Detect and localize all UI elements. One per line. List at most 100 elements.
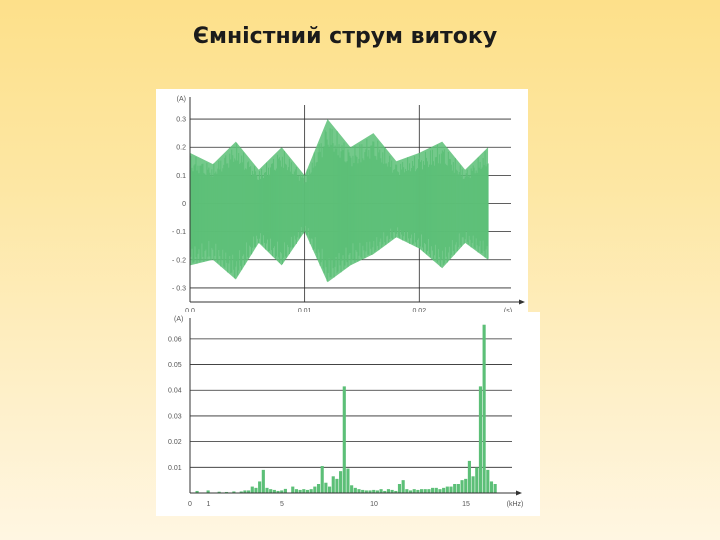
spectrum-bar	[372, 489, 376, 493]
spectrum-bar	[342, 386, 346, 493]
spectrum-bar	[475, 467, 479, 493]
spectrum-bar	[224, 491, 229, 493]
spectrum-bar	[449, 486, 453, 493]
y-tick-label: 0.02	[168, 439, 182, 446]
spectrum-bar	[276, 490, 280, 493]
spectrum-bar	[401, 480, 405, 493]
spectrum-bar	[316, 484, 321, 493]
x-tick-label: 0.02	[412, 308, 426, 313]
spectrum-bar	[324, 482, 328, 493]
spectrum-bar	[283, 488, 287, 493]
spectrum-bar	[471, 476, 475, 493]
x-unit-label: (s)	[504, 308, 512, 313]
spectrum-bar	[339, 471, 343, 493]
y-tick-label: - 0.2	[172, 257, 186, 264]
spectrum-bar	[456, 484, 460, 493]
spectrum-bar	[379, 489, 383, 493]
spectrum-bar	[390, 489, 394, 493]
spectrum-bar	[254, 487, 258, 493]
spectrum-bar	[269, 489, 273, 493]
spectrum-bar	[313, 486, 317, 493]
spectrum-bar	[243, 490, 247, 493]
spectrum-bar	[346, 468, 350, 493]
spectrum-bar	[309, 489, 313, 493]
spectrum-bar	[460, 480, 464, 493]
y-tick-label: - 0.1	[172, 229, 186, 236]
spectrum-bar	[364, 490, 368, 493]
x-tick-label: 15	[462, 501, 470, 508]
spectrum-bar	[357, 489, 361, 493]
y-tick-label: 0.3	[176, 117, 186, 124]
spectrum-bar	[482, 324, 486, 493]
x-tick-label: 10	[370, 501, 378, 508]
spectrum-bar	[280, 490, 284, 493]
spectrum-bar	[261, 469, 265, 493]
spectrum-chart-panel: 0.01 0.02 0.03 0.04 0.05 0.06 (A) (kHz) 0 1 5 10 15	[156, 312, 540, 516]
x-axis-arrow	[519, 299, 525, 305]
spectrum-bar	[305, 489, 310, 493]
spectrum-bar	[335, 478, 339, 493]
spectrum-bar	[265, 487, 269, 493]
spectrum-bar	[294, 489, 299, 493]
x-tick-label: 5	[280, 501, 284, 508]
spectrum-bar	[434, 487, 438, 493]
spectrum-chart: 0.010.020.030.040.050.06(A)(kHz)0 1 5 10 15	[168, 316, 524, 508]
y-tick-label: 0.01	[168, 465, 182, 472]
spectrum-bar	[431, 487, 435, 493]
spectrum-bar	[383, 490, 387, 493]
x-tick-label: 1	[206, 501, 210, 508]
spectrum-bar	[464, 478, 468, 493]
time-domain-chart-panel: 0.3 0.2 0.1 0 - 0.1 - 0.2 - 0.3 (A) (s) 0.0 0.01 0.…	[156, 89, 528, 313]
y-unit-label: (A)	[174, 316, 183, 323]
spectrum-bar	[489, 481, 494, 493]
spectrum-bar	[328, 486, 332, 493]
slide-title: Ємністний струм витоку	[192, 24, 498, 49]
y-tick-label: 0.04	[168, 388, 182, 395]
spectrum-bar	[438, 489, 442, 493]
y-tick-label: - 0.3	[172, 285, 186, 292]
spectrum-bar	[320, 466, 324, 493]
y-tick-label: 0.1	[176, 173, 186, 180]
x-tick-label: 0	[188, 501, 192, 508]
spectrum-bar	[423, 489, 427, 493]
spectrum-bar	[493, 484, 497, 493]
spectrum-bar	[397, 484, 402, 493]
y-tick-label: 0.06	[168, 336, 182, 343]
spectrum-bar	[442, 487, 446, 493]
spectrum-bar	[445, 486, 449, 493]
spectrum-bar	[416, 489, 420, 493]
x-axis-arrow	[516, 490, 522, 496]
spectrum-bar	[467, 460, 471, 493]
spectrum-bar	[420, 489, 424, 493]
spectrum-bar	[368, 490, 372, 493]
spectrum-bar	[405, 489, 409, 493]
spectrum-bar	[195, 490, 199, 493]
y-tick-label: 0.05	[168, 362, 182, 369]
y-unit-label: (A)	[177, 96, 186, 103]
spectrum-bar	[247, 490, 251, 493]
spectrum-bar	[375, 490, 379, 493]
spectrum-bar	[478, 386, 483, 493]
spectrum-bar	[427, 489, 431, 493]
spectrum-bar	[250, 486, 254, 493]
y-tick-label: 0.03	[168, 413, 182, 420]
spectrum-bar	[239, 491, 243, 493]
spectrum-bar	[217, 491, 221, 493]
x-unit-label: (kHz)	[507, 501, 524, 508]
spectrum-bar	[232, 491, 236, 493]
spectrum-bar	[298, 489, 302, 493]
spectrum-bar	[361, 489, 365, 493]
spectrum-bar	[412, 489, 416, 493]
x-tick-label: 0.01	[298, 308, 312, 313]
spectrum-bar	[394, 490, 398, 493]
spectrum-bar	[453, 484, 457, 493]
spectrum-bar	[331, 476, 335, 493]
y-tick-label: 0	[182, 201, 186, 208]
spectrum-bar	[408, 490, 413, 493]
spectrum-bar	[302, 489, 306, 493]
spectrum-bar	[258, 481, 262, 493]
spectrum-bar	[291, 486, 295, 493]
spectrum-bar	[350, 485, 354, 493]
time-domain-chart: 0.3 0.2 0.1 0 - 0.1 - 0.2 - 0.3 (A) (s) 0.0 0.01 0.…	[172, 96, 525, 313]
spectrum-bar	[272, 489, 276, 493]
